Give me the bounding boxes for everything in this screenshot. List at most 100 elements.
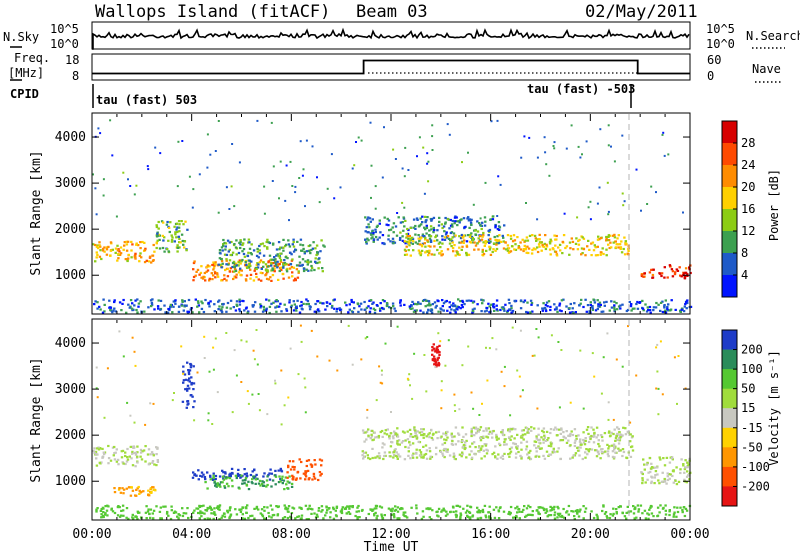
power-scatter-cell [503,309,506,312]
vel-scatter-cell [149,453,152,456]
power-scatter-cell [101,249,105,252]
power-scatter-cell [421,242,425,245]
power-scatter-cell [460,304,464,307]
power-scatter-cell [173,225,176,228]
power-scatter-cell [430,308,433,311]
vel-scatter-cell [212,512,216,515]
power-scatter-cell [480,227,483,231]
velocity-colorbar-tick-label: 50 [741,382,755,396]
vel-scatter-cell [429,457,432,460]
vel-scatter-cell [229,514,232,517]
vel-scatter-cell [502,510,506,513]
power-scatter-cell [481,235,484,238]
power-scatter-cell [351,167,354,170]
vel-scatter-cell [451,440,454,443]
power-scatter-cell [650,185,653,188]
power-scatter-cell [95,213,98,216]
vel-scatter-cell [243,517,247,520]
vel-scatter-cell [487,432,491,436]
power-scatter-cell [488,248,492,251]
vel-scatter-cell [228,477,232,480]
power-scatter-cell [255,267,258,271]
power-scatter-cell [402,217,406,220]
power-scatter-cell [292,238,295,241]
vel-scatter-cell [632,505,635,508]
power-scatter-cell [462,217,466,220]
vel-scatter-cell [106,514,109,517]
power-scatter-cell [547,300,551,303]
nsearch-label: N.Search [746,29,800,43]
velocity-ytick-label: 2000 [55,428,86,443]
power-scatter-cell [534,248,537,251]
power-scatter-cell [436,248,439,252]
vel-scatter-cell [289,468,293,471]
vel-scatter-cell [555,428,559,431]
power-scatter-cell [370,164,373,167]
power-scatter-cell [305,268,308,271]
power-scatter-cell [185,304,188,307]
power-scatter-cell [476,220,479,223]
power-scatter-cell [392,242,395,245]
power-scatter-cell [506,249,510,252]
vel-scatter-cell [207,412,210,415]
vel-scatter-cell [533,444,536,447]
power-scatter-cell [137,305,140,308]
vel-scatter-cell [618,438,621,441]
power-scatter-cell [433,245,436,248]
vel-scatter-cell [214,482,218,486]
vel-scatter-cell [556,434,559,437]
vel-scatter-cell [262,481,265,484]
vel-scatter-cell [415,452,418,455]
vel-scatter-cell [312,475,316,478]
vel-scatter-cell [206,506,209,510]
vel-scatter-cell [367,512,370,516]
vel-scatter-cell [272,513,276,517]
power-scatter-cell [549,238,552,241]
vel-scatter-cell [271,508,274,511]
vel-scatter-cell [619,436,622,439]
power-scatter-cell [456,251,459,254]
vel-scatter-cell [541,506,544,509]
power-scatter-cell [135,243,138,246]
vel-scatter-cell [455,504,458,507]
power-scatter-cell [147,306,150,309]
vel-scatter-cell [277,481,281,484]
vel-scatter-cell [218,508,221,511]
power-scatter-cell [125,311,128,314]
vel-scatter-cell [682,506,686,509]
power-scatter-cell [163,304,166,307]
vel-scatter-cell [149,487,153,490]
power-scatter-cell [280,266,283,269]
power-scatter-cell [213,310,216,313]
power-scatter-cell [235,239,238,242]
power-scatter-cell [145,259,148,262]
vel-scatter-cell [553,451,556,454]
power-scatter-cell [411,242,414,245]
power-scatter-cell [471,309,475,313]
vel-scatter-cell [390,411,392,413]
vel-scatter-cell [381,382,384,385]
power-scatter-cell [411,236,414,239]
vel-scatter-cell [666,475,669,478]
vel-scatter-cell [241,506,244,509]
power-scatter-cell [658,272,661,275]
vel-scatter-cell [542,441,545,444]
power-scatter-cell [401,201,404,204]
vel-scatter-cell [409,443,412,447]
power-scatter-cell [463,239,466,242]
power-scatter-cell [561,252,564,255]
power-scatter-cell [469,233,472,236]
power-scatter-cell [109,254,112,257]
vel-scatter-cell [592,516,596,520]
power-scatter-cell [401,239,405,242]
power-scatter-cell [468,240,472,243]
power-scatter-cell [482,234,485,237]
power-scatter-cell [309,305,312,308]
time-axis: 00:00 04:00 08:00 12:00 16:00 20:00 00:00 [72,114,710,542]
power-scatter-cell [473,248,476,251]
vel-scatter-cell [621,454,624,458]
power-scatter-cell [146,165,149,168]
power-scatter-cell [686,274,689,277]
cpid-label: CPID [10,87,39,101]
vel-scatter-cell [477,509,480,512]
